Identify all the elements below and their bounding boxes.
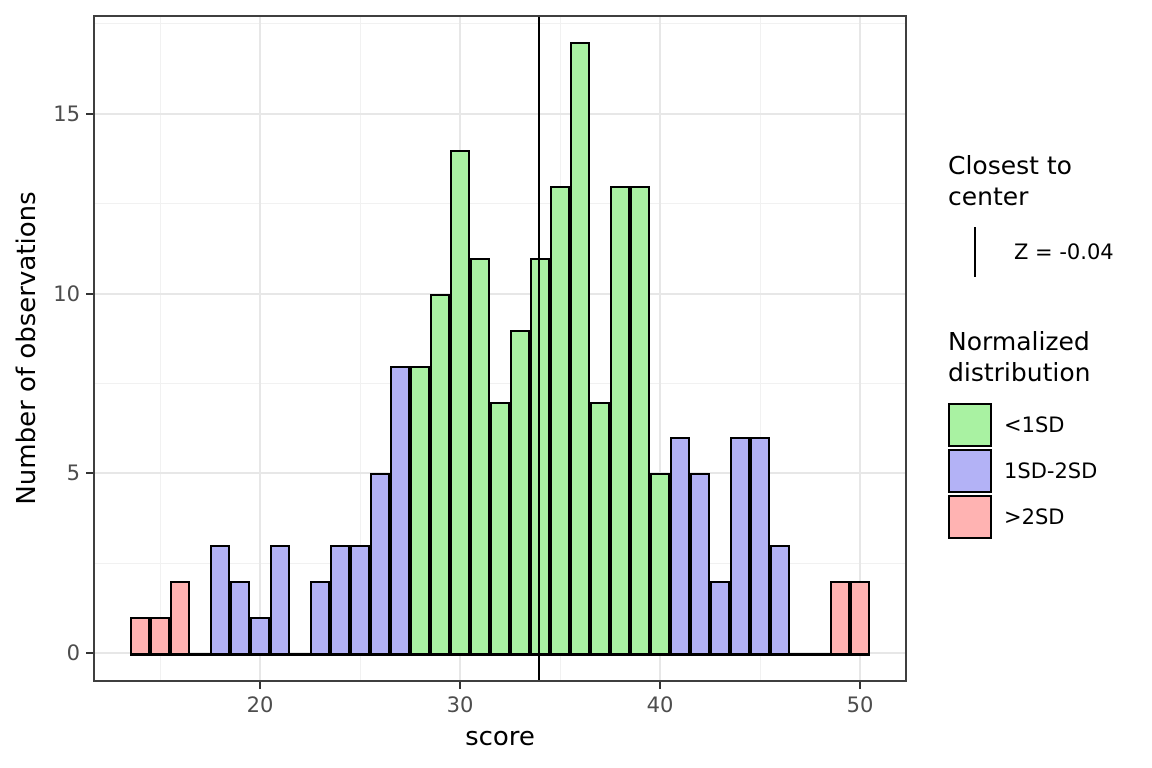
y-axis-tick (86, 292, 93, 295)
histogram-bar (250, 617, 270, 656)
y-axis-title: Number of observations (12, 191, 42, 505)
gridline-x-minor (759, 15, 761, 682)
green-swatch-icon (948, 403, 992, 447)
histogram-bar (670, 437, 690, 656)
gridline-x-major (259, 15, 261, 682)
histogram-bar (470, 257, 490, 656)
histogram-bar (350, 545, 370, 656)
histogram-bar (170, 581, 190, 656)
histogram-bar (710, 581, 730, 656)
x-axis-tick (259, 682, 261, 689)
legend-entry-lt1sd: <1SD (948, 403, 1133, 447)
gridline-y-minor (93, 383, 907, 385)
y-axis-tick (86, 472, 93, 475)
legend-entry-label: >2SD (1004, 505, 1065, 529)
histogram-bar (490, 401, 510, 656)
histogram-bar (650, 473, 670, 656)
zero-baseline (130, 653, 870, 656)
histogram-bar (510, 329, 530, 656)
gridline-x-minor (159, 15, 161, 682)
histogram-bar (130, 617, 150, 656)
y-tick-label: 10 (53, 281, 80, 306)
x-axis-title: score (465, 722, 535, 752)
blue-swatch-icon (948, 449, 992, 493)
histogram-bar (630, 185, 650, 656)
vertical-line-key-icon (948, 224, 1002, 280)
histogram-bar (430, 293, 450, 656)
legend-normalized-distribution: Normalized distribution <1SD 1SD-2SD >2S… (948, 326, 1133, 541)
y-axis-tick (86, 652, 93, 655)
histogram-bar (450, 149, 470, 656)
gridline-x-major (859, 15, 861, 682)
histogram-bar (590, 401, 610, 656)
histogram-bar (270, 545, 290, 656)
x-axis-tick (459, 682, 461, 689)
x-axis-tick (659, 682, 661, 689)
center-z-line (537, 15, 541, 682)
legend-entry-label: <1SD (1004, 413, 1065, 437)
legend-title: Normalized distribution (948, 327, 1091, 387)
x-tick-label: 50 (846, 693, 874, 717)
histogram-bar (230, 581, 250, 656)
x-tick-label: 30 (446, 693, 474, 717)
histogram-bar (850, 581, 870, 656)
legend-entry-label: 1SD-2SD (1004, 459, 1098, 483)
legend-entry-label: Z = -0.04 (1014, 240, 1114, 264)
y-tick-label: 5 (66, 461, 80, 486)
plot-panel (93, 15, 907, 682)
histogram-bar (150, 617, 170, 656)
legend-entry-gt2sd: >2SD (948, 495, 1133, 539)
histogram-bar (330, 545, 350, 656)
legend-title: Closest to center (948, 151, 1072, 211)
gridline-x-major (659, 15, 661, 682)
histogram-bar (370, 473, 390, 656)
gridline-y-major (93, 292, 907, 295)
gridline-y-minor (93, 23, 907, 25)
y-tick-label: 15 (53, 101, 80, 126)
histogram-bar (750, 437, 770, 656)
x-tick-label: 20 (246, 693, 274, 717)
legend-closest-to-center: Closest to center Z = -0.04 (948, 150, 1133, 280)
histogram-bar (770, 545, 790, 656)
histogram-bar (730, 437, 750, 656)
y-axis-tick (86, 112, 93, 115)
legend-entry-1sd-2sd: 1SD-2SD (948, 449, 1133, 493)
histogram-bar (690, 473, 710, 656)
histogram-bar (410, 365, 430, 656)
histogram-bar (570, 41, 590, 656)
gridline-y-major (93, 112, 907, 115)
histogram-bar (390, 365, 410, 656)
gridline-x-minor (359, 15, 361, 682)
histogram-bar (610, 185, 630, 656)
pink-swatch-icon (948, 495, 992, 539)
x-axis-tick (859, 682, 861, 689)
histogram-bar (550, 185, 570, 656)
y-tick-label: 0 (66, 641, 80, 666)
histogram-bar (310, 581, 330, 656)
legend-entry-zline: Z = -0.04 (948, 224, 1133, 280)
histogram-bar (830, 581, 850, 656)
histogram-bar (210, 545, 230, 656)
x-tick-label: 40 (646, 693, 674, 717)
gridline-y-minor (93, 203, 907, 205)
